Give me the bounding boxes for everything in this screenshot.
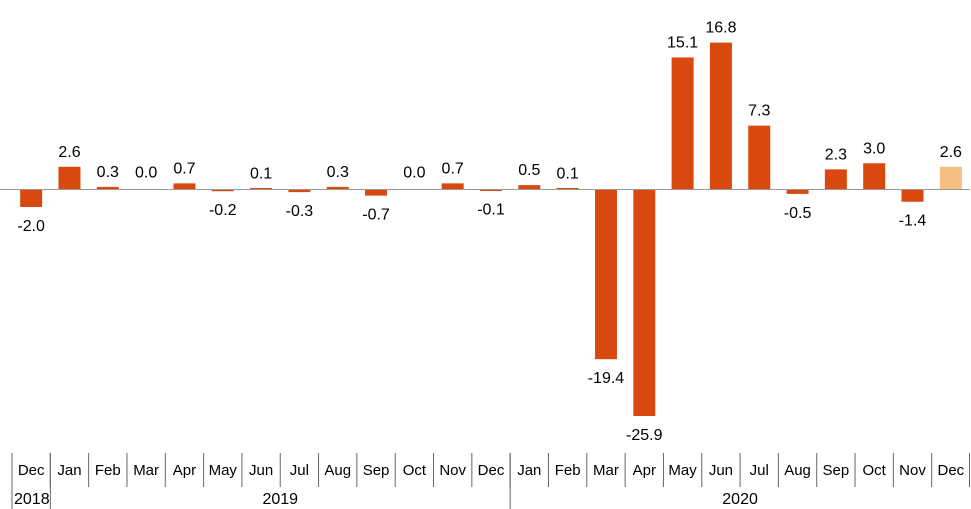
bar — [824, 169, 847, 190]
bar — [441, 183, 464, 190]
value-label: -1.4 — [899, 213, 927, 230]
bar — [671, 57, 694, 190]
value-label: 0.3 — [327, 164, 349, 181]
bar — [211, 189, 234, 192]
month-tick-label: Aug — [324, 462, 351, 479]
month-tick-label: Jan — [57, 462, 81, 479]
month-tick-label: Aug — [784, 462, 811, 479]
month-tick-label: Sep — [823, 462, 850, 479]
year-label: 2018 — [14, 491, 50, 508]
month-tick-label: Apr — [173, 462, 196, 479]
month-tick-label: Feb — [555, 462, 581, 479]
bar — [518, 185, 541, 190]
bar — [786, 189, 809, 194]
month-tick-label: Mar — [133, 462, 159, 479]
value-label: 3.0 — [863, 140, 885, 157]
value-label: 15.1 — [667, 34, 698, 51]
month-tick-label: Oct — [863, 462, 887, 479]
value-label: -0.5 — [784, 205, 812, 222]
value-label: 0.0 — [403, 165, 425, 182]
bar — [326, 186, 349, 190]
bar — [939, 166, 962, 190]
bar — [96, 186, 119, 190]
bar — [594, 189, 617, 360]
value-label: 2.6 — [940, 144, 962, 161]
month-tick-label: Oct — [403, 462, 427, 479]
bar — [20, 189, 43, 207]
bar — [173, 183, 196, 190]
bar — [58, 166, 81, 190]
month-tick-label: May — [209, 462, 238, 479]
month-tick-label: Jul — [290, 462, 309, 479]
value-label: 2.3 — [825, 146, 847, 163]
value-label: 0.3 — [97, 164, 119, 181]
value-label: -0.3 — [286, 203, 314, 220]
month-tick-label: Apr — [633, 462, 656, 479]
value-label: 2.6 — [58, 144, 80, 161]
bar — [480, 189, 502, 191]
value-label: 7.3 — [748, 103, 770, 120]
value-label: -25.9 — [626, 427, 663, 444]
value-label: 0.7 — [442, 160, 464, 177]
year-label: 2019 — [262, 491, 298, 508]
value-label: -0.7 — [362, 207, 390, 224]
month-tick-label: Sep — [363, 462, 390, 479]
bar — [556, 188, 579, 190]
value-label: -0.1 — [477, 201, 505, 218]
year-label: 2020 — [722, 491, 758, 508]
value-label: 0.1 — [557, 166, 579, 183]
bar — [250, 188, 273, 190]
value-label: 0.0 — [135, 165, 157, 182]
month-tick-label: Jul — [750, 462, 769, 479]
value-label: 0.1 — [250, 166, 272, 183]
month-tick-label: Nov — [439, 462, 466, 479]
month-tick-label: Jun — [249, 462, 273, 479]
value-labels-group: -2.0 2.6 0.3 0.0 0.7 -0.2 0.1 -0.3 0.3 -0.7 0.0 0.7… — [17, 20, 962, 444]
month-tick-label: Jan — [517, 462, 541, 479]
bar — [709, 42, 732, 190]
bar — [288, 189, 311, 193]
bar — [901, 189, 924, 202]
x-axis: Dec Jan Feb Mar Apr May Jun Jul Aug Sep Oct Nov Dec J… — [11, 453, 970, 509]
bar — [863, 163, 886, 190]
value-label: 0.7 — [173, 160, 195, 177]
value-label: 16.8 — [705, 20, 736, 37]
month-tick-label: Dec — [478, 462, 505, 479]
month-tick-label: Mar — [593, 462, 619, 479]
bar — [633, 189, 656, 416]
month-tick-label: Jun — [709, 462, 733, 479]
value-label: -0.2 — [209, 202, 237, 219]
month-tick-label: Feb — [95, 462, 121, 479]
month-tick-label: Dec — [18, 462, 45, 479]
month-tick-label: Dec — [937, 462, 964, 479]
value-label: -2.0 — [17, 218, 45, 235]
bar — [365, 189, 388, 196]
value-label: 0.5 — [518, 162, 540, 179]
month-tick-label: May — [668, 462, 697, 479]
bars-group — [20, 42, 962, 416]
month-tick-label: Nov — [899, 462, 926, 479]
bar — [748, 125, 771, 190]
value-label: -19.4 — [588, 370, 625, 387]
